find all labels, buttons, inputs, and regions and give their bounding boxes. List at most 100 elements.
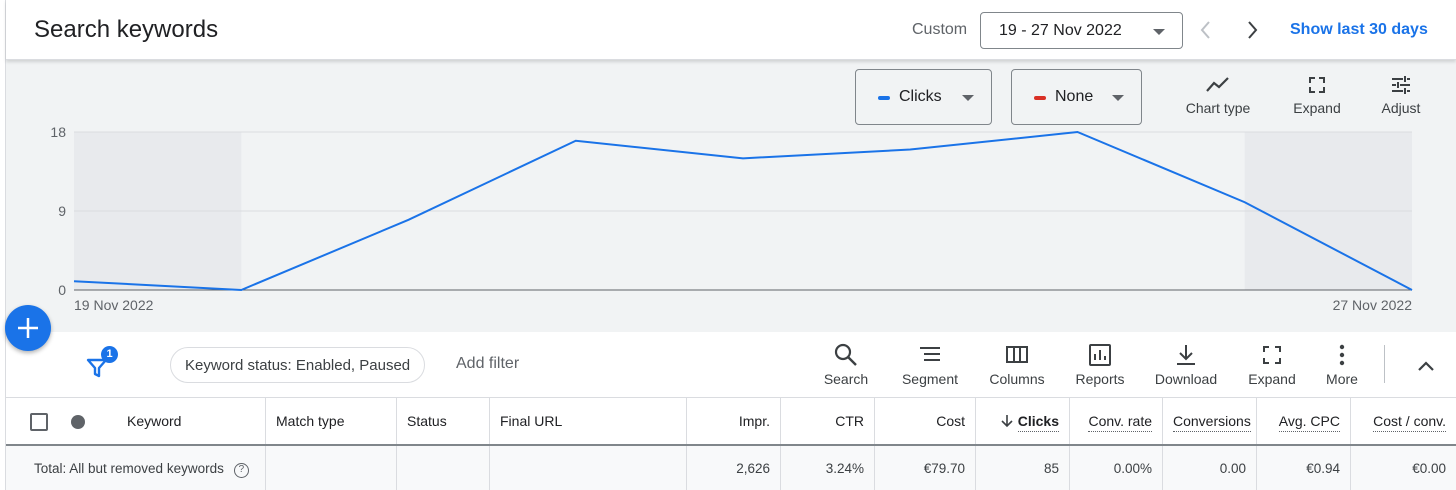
conversions-header-label: Conversions: [1173, 413, 1251, 432]
filter-count-badge: 1: [101, 346, 118, 363]
chevron-right-icon: [1248, 21, 1258, 39]
total-conversions: 0.00: [1163, 446, 1257, 490]
reports-icon: [1089, 344, 1111, 366]
plus-icon: [18, 318, 38, 338]
filter-button[interactable]: 1: [86, 346, 120, 380]
table-expand-button[interactable]: Expand: [1244, 342, 1300, 387]
total-avg-cpc: €0.94: [1257, 446, 1351, 490]
status-dot-icon: [71, 415, 85, 429]
next-period-button[interactable]: [1240, 16, 1264, 44]
help-icon[interactable]: ?: [233, 463, 249, 478]
columns-button[interactable]: Columns: [986, 342, 1048, 387]
date-range-value: 19 - 27 Nov 2022: [999, 22, 1122, 39]
y-tick-label: 18: [50, 124, 66, 140]
table-header-row: Keyword Match type Status Final URL Impr…: [6, 398, 1456, 446]
chart-expand-label: Expand: [1293, 100, 1341, 116]
x-tick-label: 19 Nov 2022: [74, 297, 154, 313]
chart-adjust-label: Adjust: [1381, 100, 1421, 116]
fullscreen-icon: [1263, 346, 1281, 364]
total-final-url-cell: [490, 446, 687, 490]
y-tick-label: 0: [58, 282, 66, 298]
search-button[interactable]: Search: [818, 342, 874, 387]
total-label-cell: Total: All but removed keywords?: [6, 446, 266, 490]
chevron-up-icon: [1418, 361, 1434, 371]
chart-panel: 18 9 0 19 Nov 2022 27 Nov 2022 Clicks None C…: [6, 60, 1456, 332]
cost-header[interactable]: Cost: [875, 398, 976, 444]
total-clicks: 85: [976, 446, 1070, 490]
clicks-header-label: Clicks: [1017, 413, 1059, 432]
table-toolbar: 1 Keyword status: Enabled, Paused Add fi…: [6, 332, 1456, 398]
table-expand-label: Expand: [1248, 371, 1296, 387]
left-nav-edge: [0, 0, 6, 490]
y-tick-label: 9: [58, 203, 66, 219]
x-tick-label: 27 Nov 2022: [1333, 297, 1413, 313]
date-mode-label: Custom: [912, 21, 968, 38]
keyword-status-filter-chip[interactable]: Keyword status: Enabled, Paused: [170, 347, 426, 383]
performance-chart: 18 9 0 19 Nov 2022 27 Nov 2022: [50, 124, 1413, 313]
metric-1-color-swatch: [878, 96, 890, 100]
chevron-left-icon: [1200, 21, 1210, 39]
conversions-header[interactable]: Conversions: [1163, 398, 1257, 444]
previous-period-button[interactable]: [1194, 16, 1218, 44]
metric-2-color-swatch: [1034, 96, 1046, 100]
show-last-30-days-link[interactable]: Show last 30 days: [1290, 21, 1428, 38]
collapse-chart-button[interactable]: [1412, 352, 1440, 380]
download-icon: [1177, 345, 1195, 365]
chart-adjust-button[interactable]: Adjust: [1376, 74, 1426, 116]
page-header: Search keywords Custom 19 - 27 Nov 2022 …: [6, 0, 1456, 60]
ctr-header[interactable]: CTR: [781, 398, 875, 444]
select-all-checkbox[interactable]: [30, 413, 48, 431]
metric-1-select[interactable]: Clicks: [855, 69, 992, 125]
toolbar-divider: [1384, 345, 1385, 383]
match-type-header[interactable]: Match type: [266, 398, 397, 444]
avg-cpc-header-label: Avg. CPC: [1278, 413, 1340, 432]
create-fab-button[interactable]: [5, 305, 51, 351]
total-impr: 2,626: [687, 446, 781, 490]
avg-cpc-header[interactable]: Avg. CPC: [1257, 398, 1351, 444]
tune-icon: [1392, 76, 1410, 94]
dropdown-arrow-icon: [1153, 29, 1165, 35]
conv-rate-header[interactable]: Conv. rate: [1070, 398, 1163, 444]
impr-header[interactable]: Impr.: [687, 398, 781, 444]
download-label: Download: [1154, 371, 1218, 387]
keyword-header-cell: Keyword: [6, 398, 266, 444]
cost-conv-header[interactable]: Cost / conv.: [1351, 398, 1456, 444]
segment-button[interactable]: Segment: [898, 342, 962, 387]
columns-label: Columns: [989, 371, 1045, 387]
keyword-header[interactable]: Keyword: [127, 413, 182, 429]
total-label: Total: All but removed keywords: [34, 461, 224, 476]
fullscreen-icon: [1309, 77, 1325, 93]
total-cost: €79.70: [875, 446, 976, 490]
page-title: Search keywords: [34, 16, 219, 43]
total-status-cell: [397, 446, 490, 490]
final-url-header[interactable]: Final URL: [490, 398, 687, 444]
conv-rate-header-label: Conv. rate: [1088, 413, 1152, 432]
sort-descending-icon: [1001, 415, 1013, 428]
segment-icon: [920, 347, 940, 361]
more-label: More: [1326, 371, 1358, 387]
metric-1-label: Clicks: [899, 88, 942, 105]
total-ctr: 3.24%: [781, 446, 875, 490]
metric-2-label: None: [1055, 88, 1094, 105]
line-chart-icon: [1206, 77, 1229, 92]
chart-type-button[interactable]: Chart type: [1178, 74, 1258, 116]
metric-2-select[interactable]: None: [1011, 69, 1142, 125]
reports-button[interactable]: Reports: [1072, 342, 1128, 387]
search-label: Search: [823, 371, 869, 387]
download-button[interactable]: Download: [1152, 342, 1220, 387]
dropdown-arrow-icon: [1112, 95, 1124, 101]
more-vert-icon: [1339, 344, 1345, 366]
total-row: Total: All but removed keywords? 2,626 3…: [6, 446, 1456, 490]
total-conv-rate: 0.00%: [1070, 446, 1163, 490]
date-range-select[interactable]: 19 - 27 Nov 2022: [980, 12, 1183, 49]
segment-label: Segment: [901, 371, 959, 387]
clicks-header[interactable]: Clicks: [976, 398, 1070, 444]
chart-expand-button[interactable]: Expand: [1287, 74, 1347, 116]
cost-conv-header-label: Cost / conv.: [1373, 413, 1446, 432]
more-button[interactable]: More: [1322, 342, 1362, 387]
add-filter-button[interactable]: Add filter: [456, 355, 520, 372]
columns-icon: [1006, 346, 1028, 363]
status-header[interactable]: Status: [397, 398, 490, 444]
chart-type-label: Chart type: [1185, 100, 1251, 116]
